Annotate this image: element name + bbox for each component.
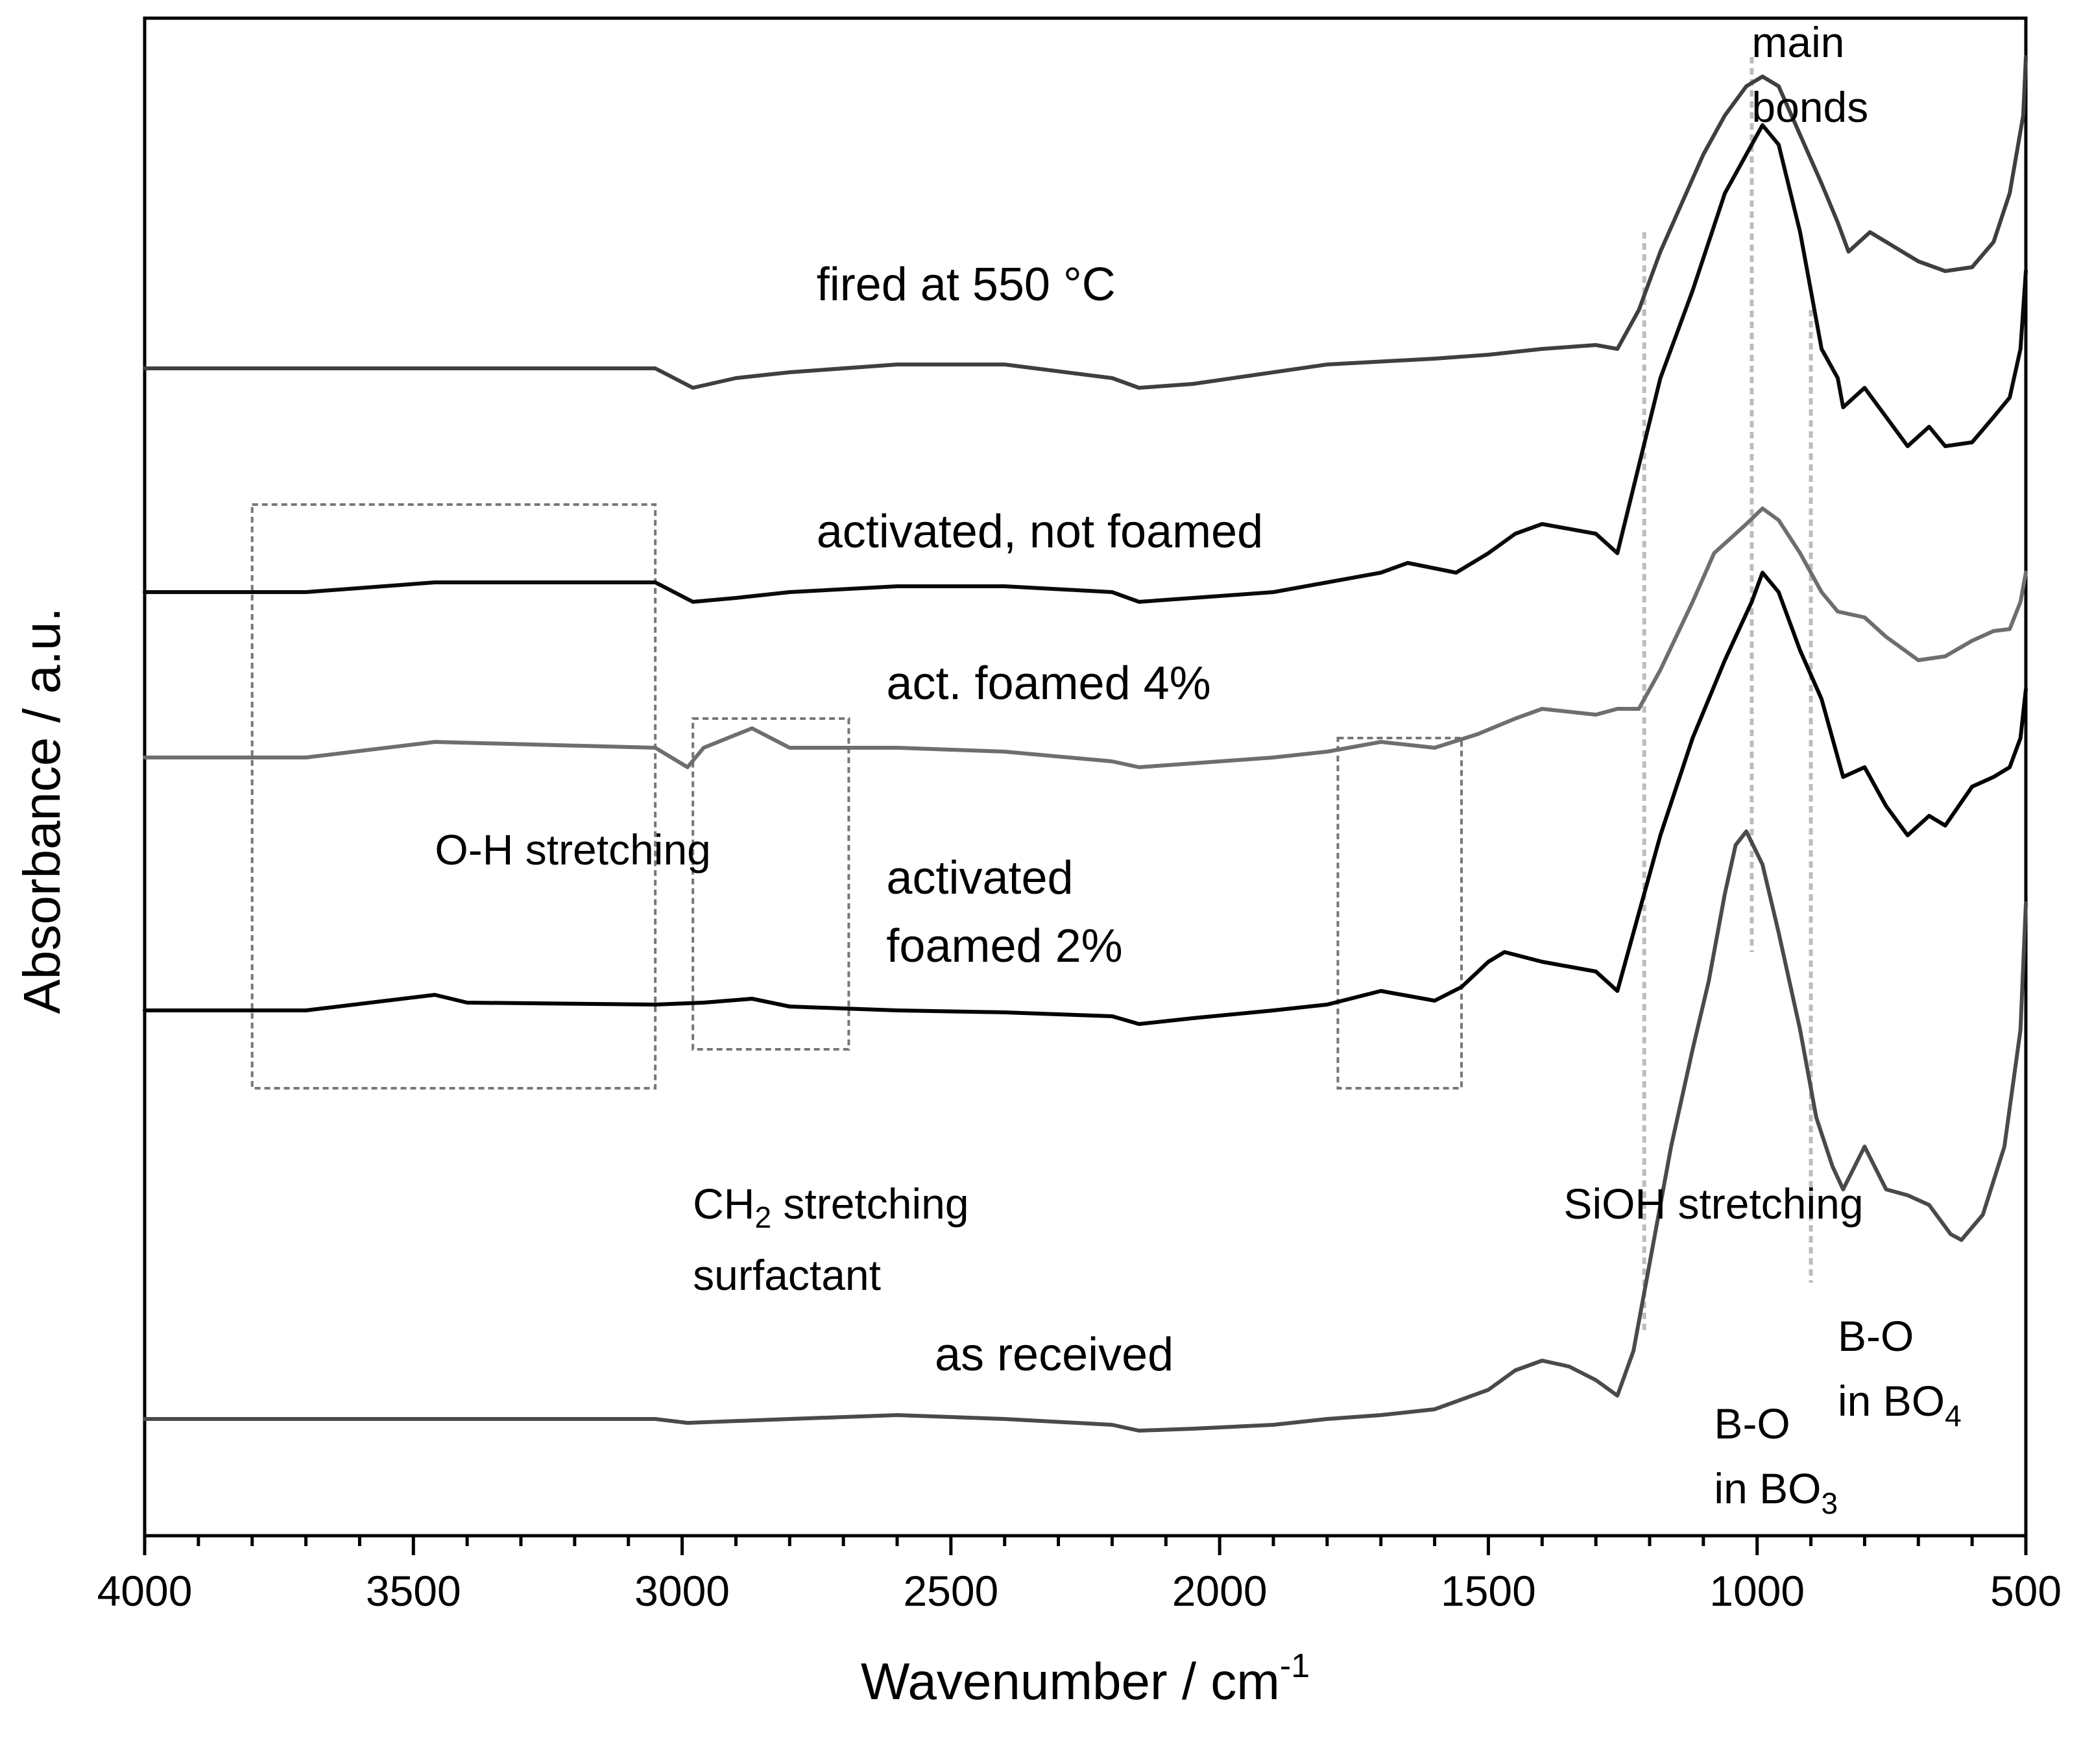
x-tick-label-1500: 1500 — [1441, 1567, 1536, 1615]
series-line-activated-not-foamed — [143, 123, 2028, 604]
annotation-sioh: SiOH stretching — [1563, 1180, 1863, 1228]
region-box-sioh-stretching — [1336, 737, 1463, 1090]
annotation-oh: O-H stretching — [435, 826, 710, 874]
series-line-activated-foamed-2 — [143, 571, 2028, 1026]
series-line-act-foamed-4 — [143, 507, 2028, 769]
region-boxes — [250, 503, 1463, 1090]
spectra — [143, 55, 2028, 1433]
x-tick-label-1000: 1000 — [1709, 1567, 1805, 1615]
series-line-as-received — [143, 829, 2028, 1433]
x-axis-title-text: Wavenumber / cm — [861, 1652, 1280, 1710]
series-labels: fired at 550 °C activated, not foamed act.… — [817, 259, 1263, 1381]
region-box-o-h-stretching — [250, 503, 657, 1090]
series-label-fired-at-550-c: fired at 550 °C — [817, 259, 1116, 311]
annotation-ch2: CH2 stretching surfactant — [693, 1180, 968, 1299]
series-line-fired-at-550-c — [143, 55, 2028, 390]
band-annotations: O-H stretching CH2 stretching surfactant Si… — [435, 18, 1961, 1520]
band-marker-lines — [1642, 57, 1813, 1331]
x-tick-label-3500: 3500 — [366, 1567, 461, 1615]
region-box-ch2-stretching-surfactant — [692, 717, 850, 1051]
x-axis-ticks: 4000 3500 3000 2500 2000 1500 1000 500 — [97, 1536, 2062, 1615]
series-label-activated-not-foamed: activated, not foamed — [817, 506, 1263, 558]
series-label-activated: activated — [886, 852, 1073, 904]
series-label-act-foamed-4: act. foamed 4% — [886, 658, 1210, 709]
y-axis-title: Absorbance / a.u. — [13, 607, 71, 1014]
series-label-foamed-2: foamed 2% — [886, 920, 1122, 972]
annotation-main: main bonds — [1751, 18, 1868, 131]
annotation-bo4: B-O in BO4 — [1838, 1312, 1962, 1433]
x-tick-label-4000: 4000 — [97, 1567, 193, 1615]
series-label-as-received: as received — [935, 1329, 1173, 1381]
x-axis-title: Wavenumber / cm-1 — [861, 1647, 1310, 1710]
x-tick-label-2500: 2500 — [903, 1567, 998, 1615]
x-axis-title-superscript: -1 — [1280, 1647, 1310, 1685]
x-tick-label-2000: 2000 — [1172, 1567, 1268, 1615]
annotation-bo3: B-O in BO3 — [1714, 1400, 1838, 1520]
x-tick-label-500: 500 — [1990, 1567, 2062, 1615]
plot-frame — [143, 16, 2028, 1538]
x-tick-label-3000: 3000 — [634, 1567, 730, 1615]
